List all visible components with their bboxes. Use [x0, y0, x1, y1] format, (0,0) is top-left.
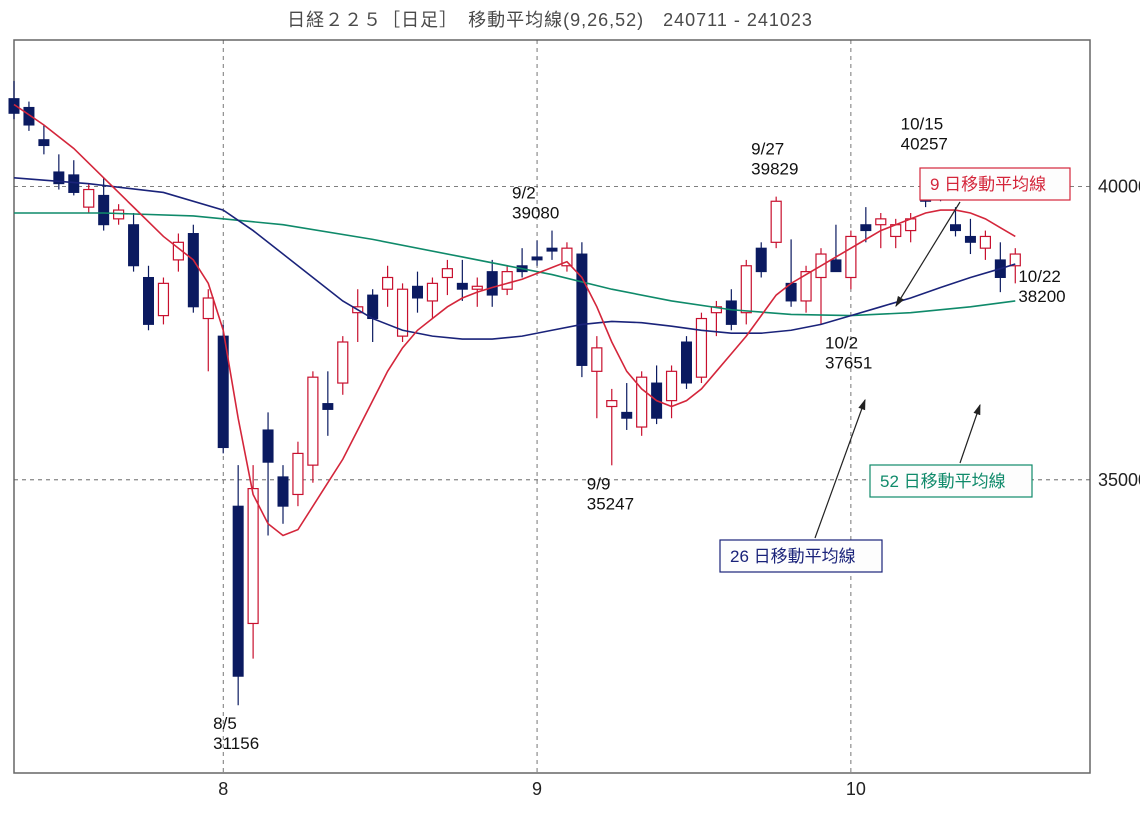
point-value: 38200: [1018, 287, 1065, 306]
y-tick-label: 40000: [1098, 177, 1140, 197]
y-tick-label: 35000: [1098, 470, 1140, 490]
candle: [487, 272, 497, 295]
candle: [278, 477, 288, 506]
candle: [69, 175, 79, 193]
candle: [951, 225, 961, 231]
candle: [248, 489, 258, 624]
candle: [233, 506, 243, 676]
candle: [293, 453, 303, 494]
chart-svg: 35000 40000 8 9 10 8/531156 9/239080 9/935247 9/…: [0, 0, 1140, 819]
candle: [413, 286, 423, 298]
candle: [547, 248, 557, 251]
callout-arrow: [815, 400, 865, 538]
point-date: 9/27: [751, 140, 784, 159]
candle: [726, 301, 736, 324]
candle: [457, 283, 467, 289]
candle: [158, 283, 168, 315]
point-value: 39080: [512, 204, 559, 223]
candle: [756, 248, 766, 271]
candle: [308, 377, 318, 465]
candle: [696, 319, 706, 378]
candle: [144, 277, 154, 324]
x-tick-label: 8: [218, 779, 228, 799]
candle: [831, 260, 841, 272]
point-value: 39829: [751, 160, 798, 179]
candle: [427, 283, 437, 301]
candle: [368, 295, 378, 318]
candle: [980, 236, 990, 248]
candle: [472, 286, 482, 289]
candle: [622, 412, 632, 418]
candle: [188, 234, 198, 307]
candle: [682, 342, 692, 383]
candle: [84, 190, 94, 208]
callout-arrow: [896, 202, 960, 306]
candle: [577, 254, 587, 365]
point-date: 10/22: [1018, 267, 1061, 286]
callout-arrow: [960, 405, 980, 463]
candle: [861, 225, 871, 231]
callout-label: 52 日移動平均線: [880, 472, 1006, 491]
candle: [114, 210, 124, 219]
ma9-line: [14, 105, 1015, 536]
candle: [129, 225, 139, 266]
candle: [39, 140, 49, 146]
point-value: 37651: [825, 353, 872, 372]
point-value: 40257: [901, 135, 948, 154]
x-tick-label: 9: [532, 779, 542, 799]
point-value: 31156: [213, 734, 259, 753]
candle: [607, 401, 617, 407]
candle: [965, 236, 975, 242]
candle: [876, 219, 886, 225]
candle: [532, 257, 542, 260]
candle: [203, 298, 213, 319]
candle: [667, 371, 677, 400]
candle: [323, 404, 333, 410]
callout-label: 9 日移動平均線: [930, 175, 1046, 194]
candle: [338, 342, 348, 383]
candle: [263, 430, 273, 462]
candle: [383, 277, 393, 289]
candle: [771, 201, 781, 242]
point-value: 35247: [587, 494, 634, 513]
point-date: 10/15: [901, 115, 944, 134]
candle: [99, 195, 109, 224]
candle: [846, 236, 856, 277]
callout-label: 26 日移動平均線: [730, 547, 856, 566]
point-date: 9/9: [587, 474, 611, 493]
point-date: 10/2: [825, 333, 858, 352]
point-date: 8/5: [213, 714, 237, 733]
candle: [502, 272, 512, 290]
x-tick-label: 10: [846, 779, 866, 799]
candle: [442, 269, 452, 278]
point-date: 9/2: [512, 184, 536, 203]
candle: [741, 266, 751, 313]
candle: [592, 348, 602, 371]
